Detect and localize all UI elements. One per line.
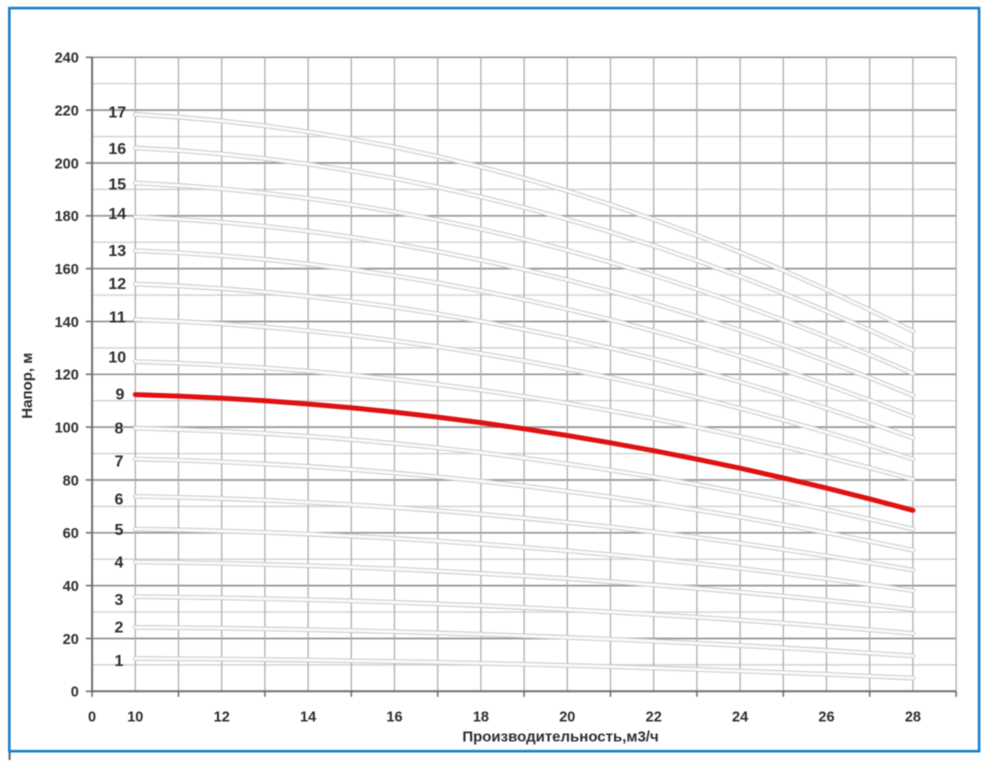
svg-text:10: 10 xyxy=(108,350,126,367)
svg-text:14: 14 xyxy=(300,710,316,726)
svg-text:Производительность,м3/ч: Производительность,м3/ч xyxy=(462,729,658,746)
svg-text:11: 11 xyxy=(109,310,126,327)
svg-text:13: 13 xyxy=(108,243,126,260)
svg-text:80: 80 xyxy=(63,473,79,489)
svg-text:26: 26 xyxy=(818,710,834,726)
svg-text:20: 20 xyxy=(559,710,575,726)
svg-text:6: 6 xyxy=(115,492,124,509)
svg-text:2: 2 xyxy=(115,620,124,637)
svg-text:220: 220 xyxy=(55,103,79,119)
svg-text:14: 14 xyxy=(108,206,126,223)
svg-text:1: 1 xyxy=(115,653,124,670)
svg-text:180: 180 xyxy=(55,209,79,225)
svg-text:18: 18 xyxy=(473,710,489,726)
svg-text:20: 20 xyxy=(63,632,79,648)
svg-text:200: 200 xyxy=(55,156,79,172)
svg-text:17: 17 xyxy=(108,105,126,122)
svg-text:4: 4 xyxy=(115,555,124,572)
svg-text:120: 120 xyxy=(55,368,79,384)
svg-text:0: 0 xyxy=(88,710,96,726)
svg-text:Напор, м: Напор, м xyxy=(19,353,36,419)
svg-text:12: 12 xyxy=(108,276,126,293)
svg-text:9: 9 xyxy=(116,386,125,403)
svg-text:22: 22 xyxy=(646,710,662,726)
svg-text:100: 100 xyxy=(55,420,79,436)
svg-text:12: 12 xyxy=(214,710,230,726)
svg-text:140: 140 xyxy=(55,315,79,331)
svg-text:240: 240 xyxy=(55,51,79,67)
svg-text:8: 8 xyxy=(115,420,124,437)
svg-text:0: 0 xyxy=(71,685,79,701)
svg-text:16: 16 xyxy=(108,141,126,158)
svg-text:15: 15 xyxy=(108,177,126,194)
svg-text:16: 16 xyxy=(386,710,402,726)
svg-text:10: 10 xyxy=(127,710,143,726)
svg-text:60: 60 xyxy=(63,526,79,542)
svg-text:5: 5 xyxy=(115,522,124,539)
svg-text:160: 160 xyxy=(55,262,79,278)
svg-text:7: 7 xyxy=(115,453,124,470)
svg-text:28: 28 xyxy=(905,710,921,726)
svg-text:40: 40 xyxy=(63,579,79,595)
svg-text:3: 3 xyxy=(115,592,124,609)
svg-text:24: 24 xyxy=(732,710,748,726)
